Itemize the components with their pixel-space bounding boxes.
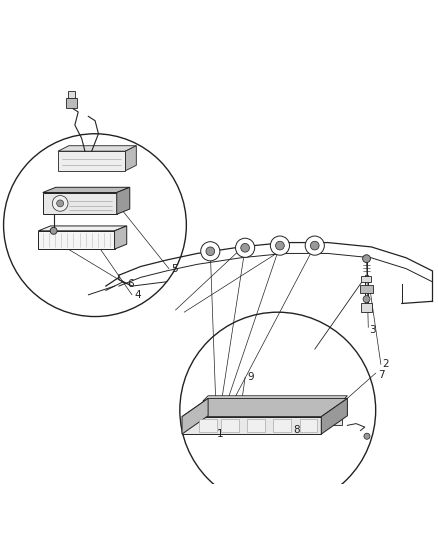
Circle shape [363,255,371,263]
Polygon shape [273,419,291,432]
Circle shape [52,196,68,211]
Text: 4: 4 [134,290,141,300]
Polygon shape [221,419,239,432]
Text: 8: 8 [293,425,300,435]
Polygon shape [182,398,347,417]
Text: 3: 3 [369,325,376,335]
Circle shape [305,236,324,255]
Circle shape [276,241,284,250]
Polygon shape [361,276,371,282]
Polygon shape [39,231,115,249]
Polygon shape [199,419,217,432]
Polygon shape [203,401,342,425]
Polygon shape [203,396,347,401]
Polygon shape [125,146,136,171]
Polygon shape [43,187,130,192]
Text: 6: 6 [127,279,134,289]
Polygon shape [115,226,127,249]
Polygon shape [58,146,136,151]
Polygon shape [39,226,127,231]
Polygon shape [182,398,208,434]
Text: 7: 7 [378,370,385,381]
Polygon shape [66,98,77,108]
Polygon shape [360,285,373,293]
Polygon shape [43,192,117,214]
Circle shape [270,236,290,255]
Circle shape [50,228,57,235]
Text: 9: 9 [247,373,254,383]
Circle shape [57,200,64,207]
Circle shape [206,247,215,256]
Polygon shape [361,303,372,312]
Circle shape [241,244,250,252]
Text: 2: 2 [382,359,389,369]
Polygon shape [321,398,347,434]
Text: 1: 1 [217,429,223,439]
Polygon shape [182,417,321,434]
Polygon shape [117,187,130,214]
Circle shape [236,238,254,257]
Polygon shape [58,151,125,171]
Circle shape [364,433,370,439]
Polygon shape [247,419,265,432]
Text: 5: 5 [171,264,178,273]
Circle shape [201,241,220,261]
Circle shape [363,296,370,303]
Polygon shape [68,91,75,98]
Circle shape [311,241,319,250]
Polygon shape [300,419,317,432]
